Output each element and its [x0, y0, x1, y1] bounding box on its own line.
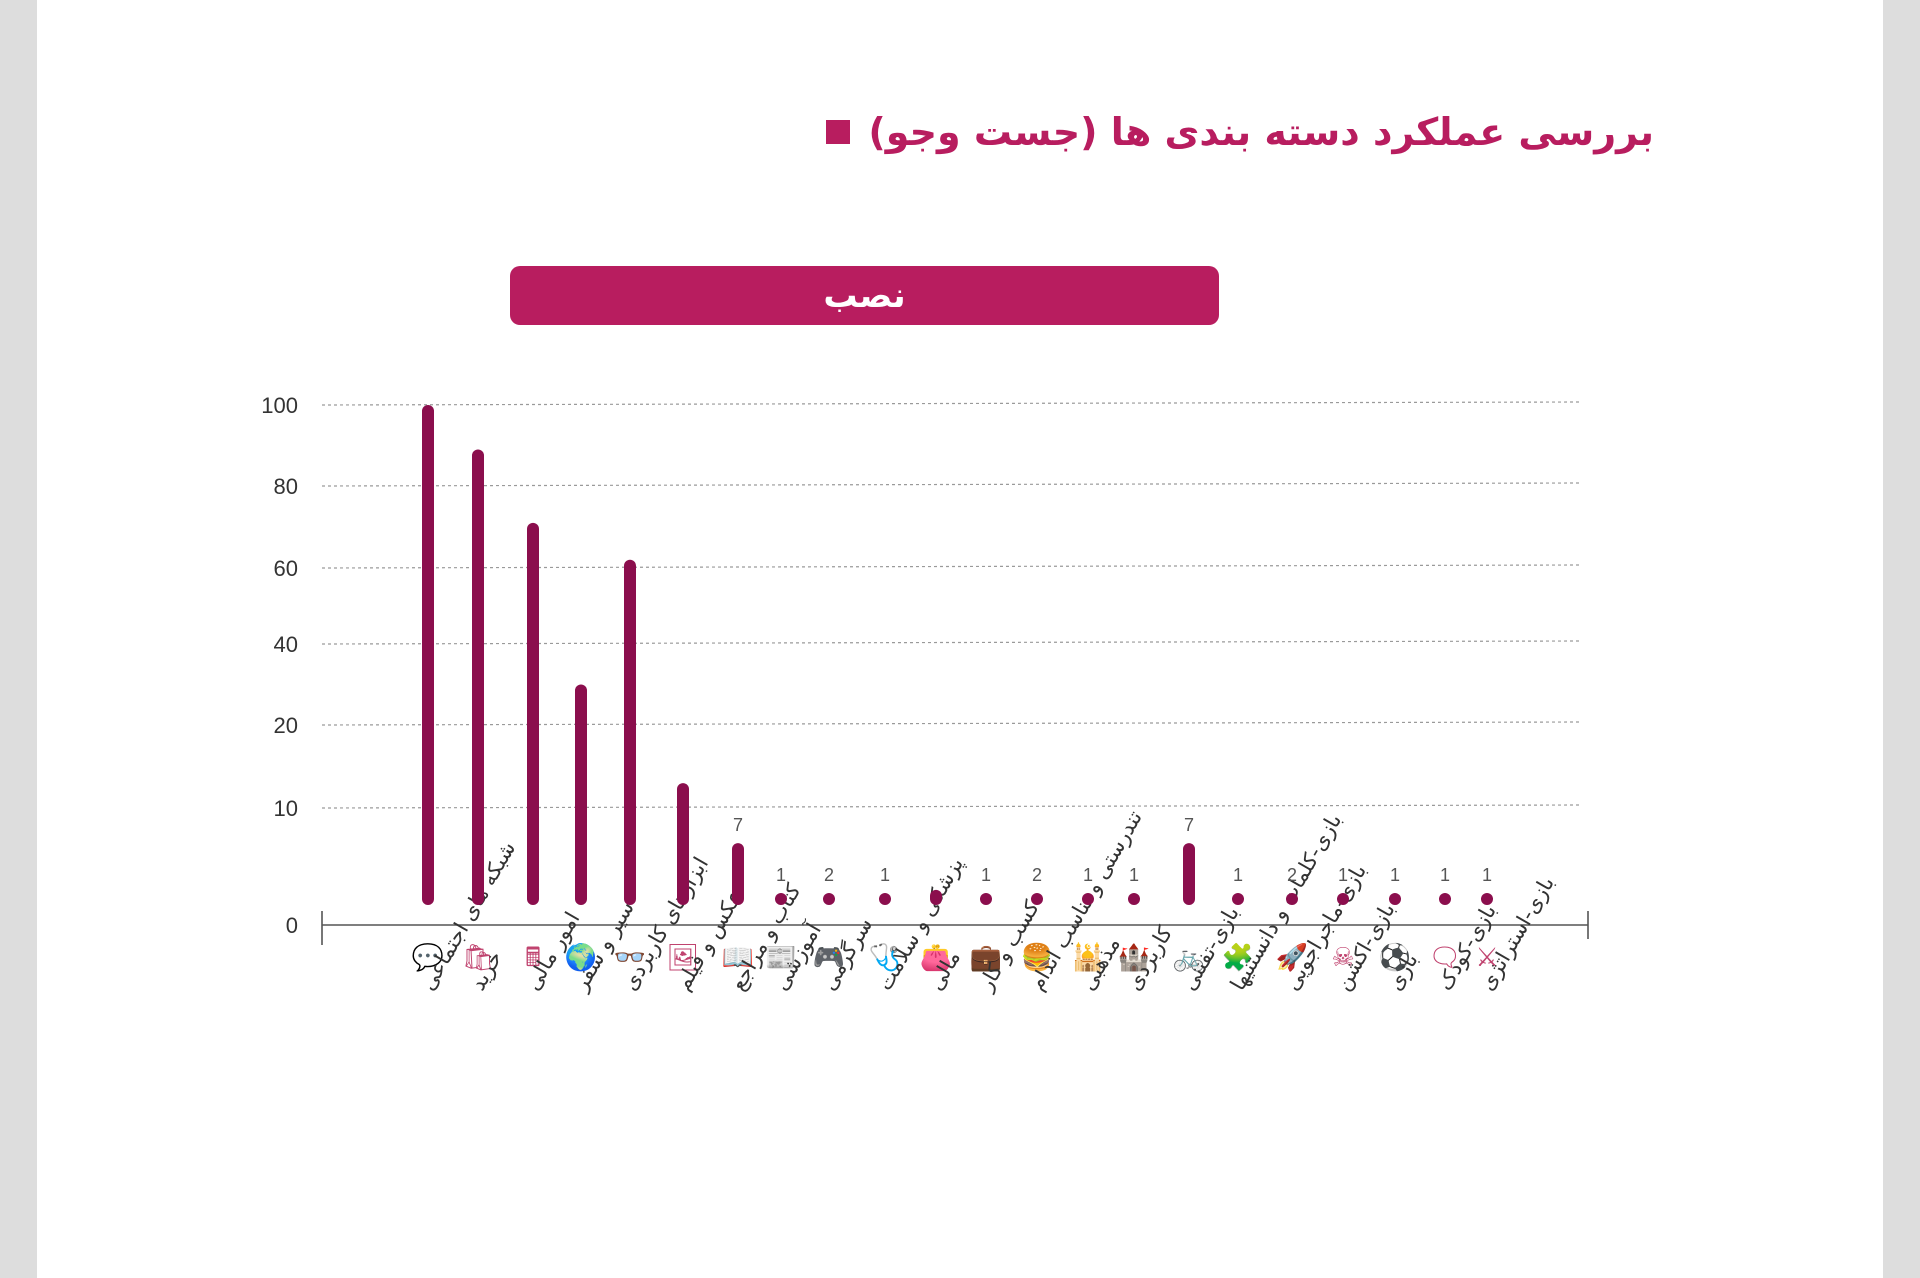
bar [527, 522, 539, 905]
wallet-icon: 👛 [920, 943, 952, 973]
y-tick-label: 60 [274, 556, 298, 581]
data-label: 1 [981, 865, 991, 885]
bar [879, 893, 891, 905]
y-tick-label: 20 [274, 713, 298, 738]
bar [1286, 893, 1298, 905]
glasses-3d-icon: 👓 [614, 943, 646, 973]
data-label: 1 [1390, 865, 1400, 885]
data-label: 2 [824, 865, 834, 885]
chart-banner: نصب [510, 266, 1219, 325]
bar [1031, 893, 1043, 905]
newspaper-icon: 📰 [765, 943, 797, 973]
calculator-icon: 🖩 [525, 943, 541, 973]
y-tick-label: 80 [274, 474, 298, 499]
data-label: 1 [1338, 865, 1348, 885]
bar [732, 843, 744, 905]
gridline [321, 482, 1582, 487]
bar [1082, 893, 1094, 905]
bar [980, 893, 992, 905]
briefcase-icon: 💼 [970, 943, 1002, 973]
mosque-icon: 🕌 [1072, 941, 1104, 973]
gamepad-icon: 🎮 [813, 943, 845, 973]
gridline [321, 640, 1582, 645]
y-tick-label: 100 [261, 393, 298, 418]
bar [1481, 893, 1493, 905]
bar [472, 449, 484, 905]
bar [1439, 893, 1451, 905]
fast-food-icon: 🍔 [1021, 942, 1053, 973]
stethoscope-icon: 🩺 [869, 942, 901, 973]
rocket-icon: 🚀 [1276, 942, 1308, 973]
shopping-bags-icon: 🛍 [461, 943, 494, 973]
data-label: 7 [1184, 815, 1194, 835]
data-label: 2 [1032, 865, 1042, 885]
data-label: 1 [1233, 865, 1243, 885]
gridline [321, 401, 1582, 406]
gridline [321, 804, 1582, 809]
bar [624, 559, 636, 905]
page [37, 0, 1883, 1278]
bar [1389, 893, 1401, 905]
data-label: 1 [776, 865, 786, 885]
title-bullet-square [826, 120, 851, 144]
bar [1128, 893, 1140, 905]
bar [1183, 843, 1195, 905]
bar [930, 889, 942, 905]
puzzle-icon: 🧩 [1222, 942, 1254, 973]
section-title: بررسی عملکرد دسته بندی ها (جست وجو) [826, 110, 1654, 154]
data-label: 1 [1482, 865, 1492, 885]
bar [775, 893, 787, 905]
bicycle-icon: 🚲 [1173, 943, 1205, 973]
section-title-text: بررسی عملکرد دسته بندی ها (جست وجو) [868, 110, 1654, 154]
crossed-bones-icon: ☠ [1331, 943, 1354, 973]
bar [677, 783, 689, 905]
data-label: 1 [1083, 865, 1093, 885]
bar [422, 405, 434, 905]
globe-icon: 🌍 [565, 942, 597, 973]
gridline [321, 564, 1582, 569]
data-label: 1 [880, 865, 890, 885]
data-label: 1 [1129, 865, 1139, 885]
open-book-icon: 📖 [722, 943, 754, 973]
bar [1337, 893, 1349, 905]
bar [823, 893, 835, 905]
castle-icon: 🏰 [1118, 943, 1150, 973]
data-label: 2 [1287, 865, 1297, 885]
y-tick-label: 10 [274, 796, 298, 821]
chart-banner-label: نصب [823, 275, 906, 316]
bar [1232, 893, 1244, 905]
data-label: 1 [1440, 865, 1450, 885]
crossed-swords-icon: ⚔ [1475, 943, 1498, 973]
gridline [321, 721, 1582, 726]
photos-icon: 🖼 [666, 943, 699, 973]
chat-heart-icon: 💬 [412, 942, 444, 973]
y-tick-label: 0 [286, 913, 298, 938]
data-label: 7 [733, 815, 743, 835]
y-tick-label: 40 [274, 632, 298, 657]
bar [575, 684, 587, 905]
speech-bubble-icon: 🗨 [1428, 943, 1461, 973]
soccer-ball-icon: ⚽ [1378, 942, 1411, 973]
